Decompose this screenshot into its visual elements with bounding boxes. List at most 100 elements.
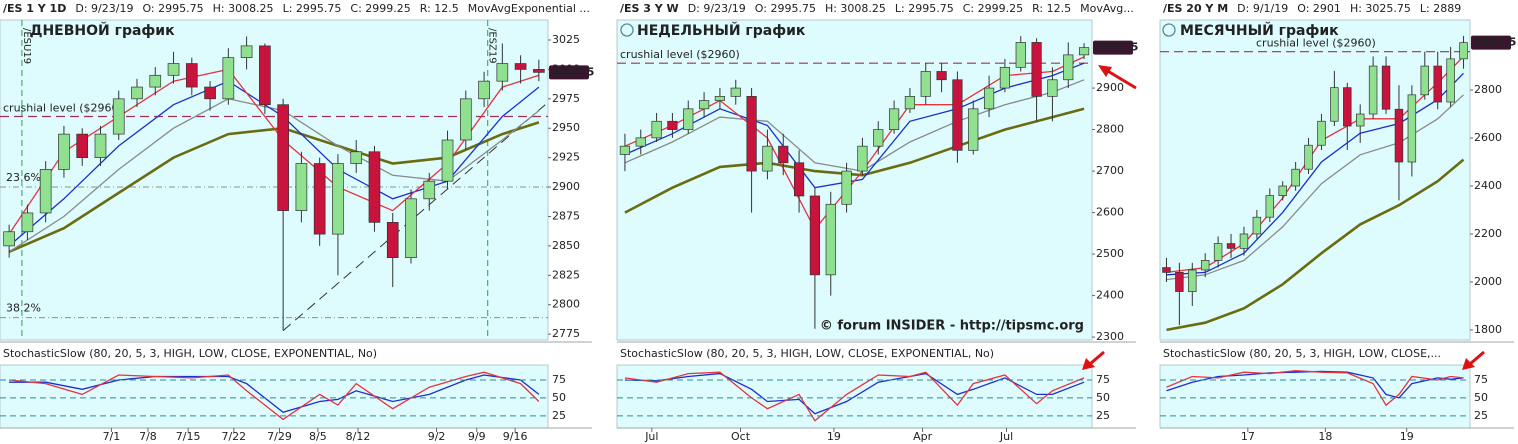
y-tick-label: 2925 — [552, 151, 580, 164]
arrow — [1089, 350, 1105, 366]
moving-average — [1166, 158, 1465, 332]
header-item: L: 2995.75 — [283, 2, 342, 15]
candle-body — [1162, 267, 1171, 273]
last-price: 2997.5 — [552, 65, 594, 78]
header-item: R: 12.5 — [1032, 2, 1071, 15]
candle-body — [1459, 42, 1468, 60]
stochastic-area — [0, 364, 549, 429]
candle-body — [619, 145, 631, 155]
x-tick-label: 18 — [1318, 430, 1332, 443]
last-price-box — [1471, 35, 1511, 50]
candle-body — [240, 45, 253, 58]
stochastic-line — [9, 371, 540, 421]
stochastic-area — [1159, 364, 1471, 429]
arrow — [1105, 68, 1137, 90]
x-tick-label: 17 — [1241, 430, 1255, 443]
header-item: H: 3025.75 — [1350, 2, 1411, 15]
x-tick-label: 7/15 — [176, 430, 201, 443]
candle-body — [698, 100, 710, 110]
candle-body — [332, 163, 344, 235]
y-tick-label: 2800 — [1474, 83, 1502, 96]
candle-body — [1175, 272, 1184, 292]
candle-body — [1330, 87, 1339, 122]
candle-body — [904, 96, 916, 110]
stochastic-tick-label: 50 — [1474, 391, 1488, 404]
level-label: crushial level ($2960) — [620, 48, 740, 61]
candle-body — [478, 80, 490, 100]
candle-body — [1015, 42, 1026, 68]
candle-body — [968, 108, 979, 151]
header-item: D: 9/1/19 — [1237, 2, 1288, 15]
stochastic-title: StochasticSlow (80, 20, 5, 3, HIGH, LOW,… — [620, 347, 994, 360]
candle-body — [888, 108, 900, 130]
candle-body — [533, 69, 545, 73]
y-tick-label: 2500 — [1096, 247, 1124, 260]
last-price: 2997.5 — [1474, 36, 1516, 49]
y-tick-label: 2950 — [552, 121, 580, 134]
candle-body — [635, 137, 646, 147]
stochastic-tick-label: 50 — [1096, 391, 1110, 404]
x-tick-label: 8/12 — [346, 430, 371, 443]
header-item: MovAvgExponential ... — [468, 2, 590, 15]
stochastic-tick-label: 75 — [1474, 373, 1488, 386]
candle-body — [857, 145, 868, 172]
candle-body — [999, 66, 1011, 89]
x-tick-label: 9/9 — [468, 430, 486, 443]
x-tick-label: 8/5 — [309, 430, 327, 443]
candle-body — [185, 63, 198, 88]
candle-body — [1433, 65, 1442, 103]
plot-area — [0, 19, 549, 341]
stochastic-line — [1166, 370, 1464, 407]
stochastic-tick-label: 75 — [552, 373, 566, 386]
y-tick-label: 2700 — [1096, 164, 1124, 177]
candle-body — [1368, 65, 1378, 115]
x-tick-label: Apr — [913, 430, 933, 443]
annotations — [620, 23, 1485, 370]
candle-body — [1355, 113, 1365, 127]
chart-title: НЕДЕЛЬНЫЙ график — [637, 22, 806, 39]
header-item: /ES 3 Y W — [620, 2, 679, 15]
candle-body — [1188, 269, 1197, 292]
candle-body — [762, 145, 773, 172]
candle-body — [259, 45, 271, 106]
header-item: L: 2995.75 — [895, 2, 954, 15]
y-tick-label: 2900 — [1096, 81, 1124, 94]
candle-body — [1239, 233, 1249, 249]
plot-area — [1159, 19, 1471, 341]
y-tick-label: 2400 — [1474, 179, 1502, 192]
y-tick-label: 2000 — [1474, 275, 1502, 288]
y-tick-label: 1800 — [1474, 323, 1502, 336]
candle-body — [131, 86, 143, 100]
candle-body — [204, 86, 216, 100]
chart-title: МЕСЯЧНЫЙ график — [1180, 22, 1339, 39]
header-item: O: 2901 — [1297, 2, 1341, 15]
candle-body — [1343, 87, 1352, 127]
candle-body — [1304, 144, 1313, 170]
roll-label: /ESZ19 — [487, 28, 498, 64]
stochastic-tick-label: 25 — [552, 409, 566, 422]
arrow-head — [1098, 65, 1112, 77]
stochastic-tick-label: 75 — [1096, 373, 1110, 386]
candle-body — [667, 120, 678, 130]
header-item: O: 2995.75 — [142, 2, 203, 15]
plot-marks: 23.6% 38.2% /ESU19/ESZ19 crushial level ($2… — [0, 20, 548, 421]
y-tick-label: 2600 — [1096, 206, 1124, 219]
candle-body — [920, 71, 931, 97]
stochastic-title: StochasticSlow (80, 20, 5, 3, HIGH, LOW,… — [1163, 347, 1441, 360]
header-item: /ES 20 Y M — [1163, 2, 1228, 15]
stochastic-tick-label: 25 — [1096, 409, 1110, 422]
candle-body — [76, 133, 89, 158]
candle-body — [3, 231, 15, 247]
candle-body — [1317, 120, 1326, 146]
chart-title: ДНЕВНОЙ график — [30, 22, 175, 39]
candle-body — [514, 63, 527, 70]
y-tick-label: 2600 — [1474, 131, 1502, 144]
header-item: L: 2889 — [1420, 2, 1461, 15]
moving-average — [1166, 94, 1464, 281]
y-tick-label: 2400 — [1096, 289, 1124, 302]
candle-body — [313, 163, 326, 235]
candle-body — [441, 139, 454, 182]
candle-body — [983, 87, 995, 110]
candle-body — [793, 162, 805, 197]
